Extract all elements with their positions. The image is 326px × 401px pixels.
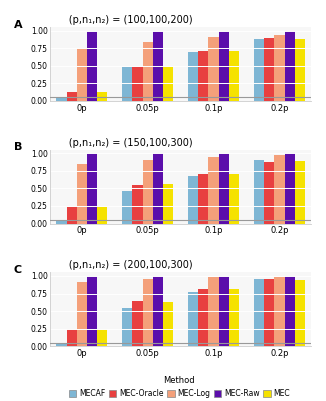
Bar xyxy=(97,93,108,101)
Bar xyxy=(56,97,67,101)
Bar xyxy=(229,174,239,223)
Legend: MECAF, MEC-Oracle, MEC-Log, MEC-Raw, MEC: MECAF, MEC-Oracle, MEC-Log, MEC-Raw, MEC xyxy=(66,373,293,401)
Bar xyxy=(143,160,153,223)
Bar xyxy=(132,185,143,223)
Bar xyxy=(67,207,77,223)
Bar xyxy=(198,174,209,223)
Bar xyxy=(209,277,219,346)
Bar xyxy=(219,30,229,101)
Bar xyxy=(295,161,305,223)
Bar xyxy=(122,308,132,346)
Bar xyxy=(264,162,274,223)
Bar xyxy=(56,343,67,346)
Bar xyxy=(77,164,87,223)
Bar xyxy=(219,153,229,223)
Text: (p,n₁,n₂) = (100,100,200): (p,n₁,n₂) = (100,100,200) xyxy=(51,15,193,25)
Bar xyxy=(209,37,219,101)
Bar xyxy=(254,160,264,223)
Bar xyxy=(188,176,198,223)
Bar xyxy=(198,289,209,346)
Bar xyxy=(163,184,173,223)
Bar xyxy=(97,207,108,223)
Bar xyxy=(285,30,295,101)
Bar xyxy=(229,289,239,346)
Bar xyxy=(285,276,295,346)
Bar xyxy=(153,276,163,346)
Bar xyxy=(209,157,219,223)
Bar xyxy=(132,67,143,101)
Bar xyxy=(274,277,285,346)
Bar xyxy=(274,35,285,101)
Bar xyxy=(264,38,274,101)
Bar xyxy=(122,190,132,223)
Bar xyxy=(122,67,132,101)
Bar xyxy=(264,279,274,346)
Bar xyxy=(143,279,153,346)
Bar xyxy=(219,276,229,346)
Bar xyxy=(163,67,173,101)
Text: B: B xyxy=(14,142,22,152)
Bar xyxy=(87,153,97,223)
Bar xyxy=(77,282,87,346)
Text: (p,n₁,n₂) = (150,100,300): (p,n₁,n₂) = (150,100,300) xyxy=(51,138,193,148)
Bar xyxy=(163,302,173,346)
Bar xyxy=(295,280,305,346)
Bar xyxy=(229,51,239,101)
Bar xyxy=(97,328,108,346)
Bar xyxy=(153,153,163,223)
Bar xyxy=(87,276,97,346)
Bar xyxy=(67,93,77,101)
Bar xyxy=(132,301,143,346)
Text: C: C xyxy=(14,265,22,275)
Bar xyxy=(274,155,285,223)
Bar xyxy=(87,30,97,101)
Bar xyxy=(254,279,264,346)
Text: (p,n₁,n₂) = (200,100,300): (p,n₁,n₂) = (200,100,300) xyxy=(51,260,193,270)
Bar xyxy=(198,51,209,101)
Bar xyxy=(56,220,67,223)
Text: A: A xyxy=(14,20,22,30)
Bar xyxy=(254,39,264,101)
Bar xyxy=(67,328,77,346)
Bar xyxy=(188,292,198,346)
Bar xyxy=(153,30,163,101)
Bar xyxy=(188,52,198,101)
Bar xyxy=(143,42,153,101)
Bar xyxy=(285,153,295,223)
Bar xyxy=(295,39,305,101)
Bar xyxy=(77,48,87,101)
